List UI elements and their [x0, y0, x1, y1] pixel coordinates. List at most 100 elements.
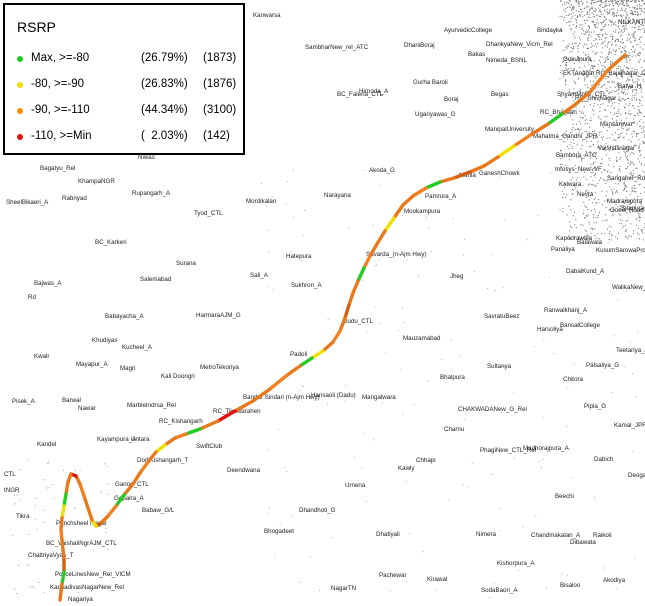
clutter-dot	[498, 176, 500, 178]
clutter-dot	[573, 92, 575, 94]
clutter-dot	[640, 112, 643, 114]
clutter-dot	[621, 29, 623, 31]
clutter-dot	[630, 87, 632, 89]
route-segment	[424, 180, 442, 190]
clutter-dot	[578, 77, 580, 79]
clutter-dot	[604, 45, 606, 47]
clutter-dot	[619, 158, 621, 160]
clutter-dot	[584, 131, 586, 133]
clutter-dot	[616, 115, 618, 118]
clutter-dot	[601, 64, 603, 67]
clutter-dot	[632, 130, 634, 132]
clutter-dot	[629, 200, 631, 202]
place-label: Mansarovar	[600, 121, 633, 128]
clutter-dot	[573, 364, 575, 365]
clutter-dot	[624, 26, 626, 28]
clutter-dot	[639, 46, 641, 48]
clutter-dot	[640, 91, 642, 93]
clutter-dot	[378, 185, 380, 187]
clutter-dot	[631, 14, 633, 16]
clutter-dot	[564, 81, 567, 83]
clutter-dot	[592, 180, 594, 182]
clutter-dot	[581, 170, 583, 172]
clutter-dot	[580, 158, 583, 160]
clutter-dot	[628, 217, 629, 219]
clutter-dot	[610, 179, 613, 181]
clutter-dot	[636, 11, 639, 13]
clutter-dot	[541, 467, 542, 468]
clutter-dot	[301, 385, 303, 387]
clutter-dot	[636, 80, 639, 83]
clutter-dot	[623, 181, 625, 183]
legend-swatch-4	[17, 134, 23, 140]
clutter-dot	[611, 43, 614, 45]
clutter-dot	[593, 174, 595, 177]
clutter-dot	[629, 85, 631, 88]
clutter-dot	[629, 54, 631, 56]
place-label: Nimeda_BSNL	[486, 57, 527, 64]
clutter-dot	[570, 3, 573, 6]
place-label: CTL	[4, 471, 16, 478]
clutter-dot	[602, 28, 604, 30]
clutter-dot	[568, 234, 570, 236]
clutter-dot	[623, 225, 625, 228]
clutter-dot	[559, 209, 561, 211]
clutter-dot	[622, 137, 624, 139]
clutter-dot	[314, 359, 316, 360]
clutter-dot	[600, 21, 602, 23]
clutter-dot	[559, 28, 561, 31]
clutter-dot	[631, 190, 634, 192]
clutter-dot	[599, 238, 601, 240]
clutter-dot	[612, 5, 615, 7]
clutter-dot	[601, 138, 603, 140]
route-segment	[154, 443, 167, 454]
clutter-dot	[609, 137, 611, 139]
clutter-dot	[641, 0, 643, 1]
clutter-dot	[634, 187, 636, 189]
clutter-dot	[34, 518, 36, 520]
clutter-dot	[630, 141, 633, 143]
clutter-dot	[575, 155, 578, 157]
clutter-dot	[28, 563, 30, 565]
clutter-dot	[565, 134, 567, 136]
clutter-dot	[594, 65, 596, 67]
clutter-dot	[631, 133, 633, 135]
clutter-dot	[573, 35, 575, 37]
clutter-dot	[615, 49, 618, 52]
route-segment	[198, 419, 220, 431]
clutter-dot	[291, 515, 293, 517]
clutter-dot	[643, 143, 645, 145]
clutter-dot	[572, 58, 574, 60]
clutter-dot	[618, 3, 621, 5]
clutter-dot	[595, 151, 598, 154]
place-label: Kapoorawala	[556, 235, 593, 242]
clutter-dot	[619, 41, 622, 43]
clutter-dot	[611, 81, 613, 83]
clutter-dot	[319, 590, 321, 591]
clutter-dot	[605, 154, 608, 156]
clutter-dot	[609, 91, 611, 93]
clutter-dot	[581, 117, 584, 119]
clutter-dot	[611, 36, 613, 38]
clutter-dot	[579, 15, 581, 17]
legend-count-1: (1873)	[203, 52, 237, 64]
clutter-dot	[586, 84, 589, 86]
clutter-dot	[599, 8, 601, 11]
clutter-dot	[613, 139, 615, 141]
clutter-dot	[631, 56, 633, 58]
clutter-dot	[47, 462, 49, 464]
clutter-dot	[581, 160, 583, 162]
clutter-dot	[585, 214, 587, 217]
clutter-dot	[566, 167, 568, 169]
clutter-dot	[597, 35, 600, 38]
place-label: Sultanya	[487, 363, 512, 370]
place-label: Harsoliya	[537, 326, 563, 333]
clutter-dot	[464, 412, 466, 414]
clutter-dot	[579, 66, 581, 69]
clutter-dot	[630, 12, 632, 14]
clutter-dot	[535, 515, 537, 517]
clutter-dot	[578, 1, 580, 3]
clutter-dot	[598, 134, 600, 136]
clutter-dot	[603, 169, 605, 171]
